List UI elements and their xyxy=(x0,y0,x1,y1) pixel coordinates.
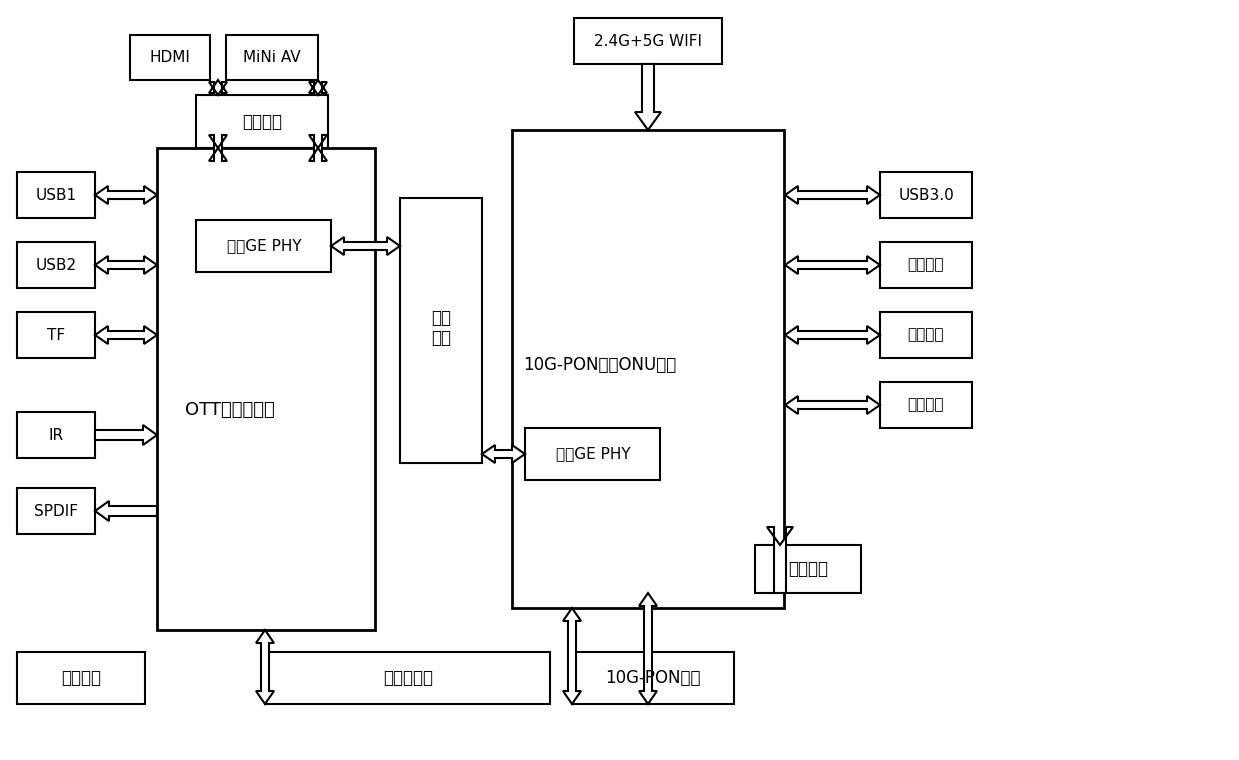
Text: TF: TF xyxy=(47,328,66,343)
Bar xyxy=(525,428,660,480)
Polygon shape xyxy=(95,501,157,521)
Bar xyxy=(572,652,733,704)
Polygon shape xyxy=(95,186,157,204)
Bar xyxy=(755,545,861,593)
Polygon shape xyxy=(209,80,227,95)
Bar xyxy=(880,172,973,218)
Text: 光电转换: 光电转换 xyxy=(788,560,828,578)
Bar xyxy=(574,18,722,64)
Text: USB2: USB2 xyxy=(36,258,77,273)
Polygon shape xyxy=(786,326,880,344)
Polygon shape xyxy=(482,445,525,463)
Bar xyxy=(512,130,784,608)
Polygon shape xyxy=(636,64,660,130)
Text: OTT机顶盒系统: OTT机顶盒系统 xyxy=(185,401,275,419)
Text: 2.4G+5G WIFI: 2.4G+5G WIFI xyxy=(593,33,703,49)
Bar xyxy=(265,652,550,704)
Text: 内部GE PHY: 内部GE PHY xyxy=(227,239,301,254)
Bar xyxy=(17,172,95,218)
Text: 视频业务: 视频业务 xyxy=(242,113,282,131)
Text: SPDIF: SPDIF xyxy=(33,504,78,518)
Bar xyxy=(880,242,973,288)
Bar xyxy=(130,35,209,80)
Bar xyxy=(17,488,95,534)
Text: USB3.0: USB3.0 xyxy=(898,188,954,202)
Text: 千兆网口: 千兆网口 xyxy=(908,397,944,413)
Text: IR: IR xyxy=(48,427,63,442)
Polygon shape xyxy=(331,237,400,255)
Polygon shape xyxy=(309,135,327,161)
Bar xyxy=(225,35,318,80)
Bar xyxy=(17,412,95,458)
Text: 内部GE PHY: 内部GE PHY xyxy=(555,447,631,461)
Polygon shape xyxy=(639,593,657,704)
Text: USB1: USB1 xyxy=(36,188,77,202)
Bar xyxy=(196,220,331,272)
Bar xyxy=(17,312,95,358)
Bar xyxy=(196,95,328,148)
Text: 10G-PON接入ONU系统: 10G-PON接入ONU系统 xyxy=(523,356,676,374)
Polygon shape xyxy=(95,425,157,445)
Bar xyxy=(17,652,145,704)
Polygon shape xyxy=(786,256,880,274)
Text: 10G-PON接入: 10G-PON接入 xyxy=(605,669,701,687)
Text: 电源系统: 电源系统 xyxy=(61,669,102,687)
Polygon shape xyxy=(209,135,227,161)
Polygon shape xyxy=(95,256,157,274)
Bar xyxy=(17,242,95,288)
Text: 电话语音: 电话语音 xyxy=(908,258,944,273)
Text: HDMI: HDMI xyxy=(150,50,191,65)
Polygon shape xyxy=(767,527,793,593)
Bar xyxy=(880,382,973,428)
Text: 指示灯系统: 指示灯系统 xyxy=(383,669,432,687)
Text: MiNi AV: MiNi AV xyxy=(243,50,301,65)
Polygon shape xyxy=(256,630,274,704)
Polygon shape xyxy=(309,80,327,95)
Bar xyxy=(400,198,482,463)
Polygon shape xyxy=(786,396,880,414)
Polygon shape xyxy=(95,326,157,344)
Polygon shape xyxy=(563,608,581,704)
Polygon shape xyxy=(786,186,880,204)
Bar xyxy=(880,312,973,358)
Text: 千兆
网络: 千兆 网络 xyxy=(431,309,451,347)
Text: 电话语音: 电话语音 xyxy=(908,328,944,343)
Bar xyxy=(157,148,375,630)
